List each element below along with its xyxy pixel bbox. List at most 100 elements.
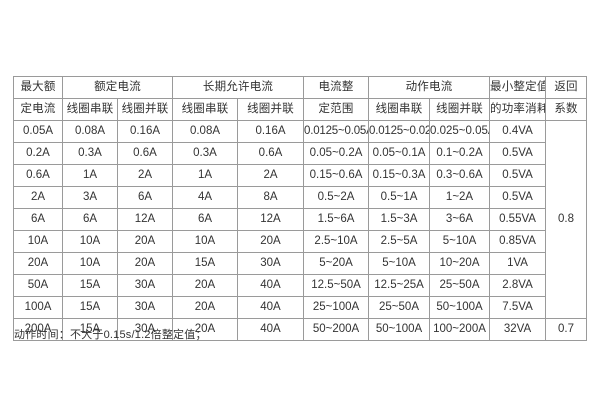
cell-longterm-series: 4A (172, 186, 238, 209)
cell-operating-parallel: 0.3~0.6A (429, 164, 491, 187)
cell-max-rated-current: 50A (13, 274, 63, 297)
relay-specification-table: 最大额 额定电流 长期允许电流 电流整 动作电流 最小整定值时 返回 定电流 线… (13, 76, 588, 341)
cell-rated-series: 0.3A (62, 142, 118, 165)
cell-setting-range: 2.5~10A (303, 230, 370, 253)
cell-max-rated-current: 0.6A (13, 164, 63, 187)
cell-longterm-series: 20A (172, 274, 238, 297)
cell-max-rated-current: 6A (13, 208, 63, 231)
table-body: 0.05A 0.08A 0.16A 0.08A 0.16A 0.0125~0.05A 0.0… (13, 120, 588, 341)
cell-power-consumption: 0.55VA (489, 208, 547, 231)
cell-power-consumption: 0.5VA (489, 142, 547, 165)
table-row: 0.2A 0.3A 0.6A 0.3A 0.6A 0.05~0.2A 0.05~0.1A 0.… (13, 142, 587, 165)
cell-rated-series: 15A (62, 274, 118, 297)
cell-operating-series: 0.0125~0.025A (368, 120, 431, 143)
cell-operating-series: 12.5~25A (368, 274, 431, 297)
cell-power-consumption: 0.5VA (489, 186, 547, 209)
cell-longterm-parallel: 2A (236, 164, 305, 187)
table-row: 10A 10A 20A 10A 20A 2.5~10A 2.5~5A 5~10A 0.85VA (13, 230, 587, 253)
table-row: 2A 3A 6A 4A 8A 0.5~2A 0.5~1A 1~2A 0.5VA (13, 186, 587, 209)
header-group-rated-current: 额定电流 (62, 76, 173, 99)
cell-operating-parallel: 50~100A (429, 296, 491, 319)
cell-operating-parallel: 3~6A (429, 208, 491, 231)
cell-rated-series: 1A (62, 164, 118, 187)
cell-setting-range: 1.5~6A (303, 208, 370, 231)
cell-rated-series: 15A (62, 318, 118, 341)
cell-power-consumption: 32VA (489, 318, 547, 341)
cell-power-consumption: 1VA (489, 252, 547, 275)
cell-max-rated-current: 0.2A (13, 142, 63, 165)
cell-rated-series: 0.08A (62, 120, 118, 143)
table-row: 20A 10A 20A 15A 30A 5~20A 5~10A 10~20A 1VA (13, 252, 587, 275)
cell-longterm-parallel: 20A (236, 230, 305, 253)
cell-operating-parallel: 1~2A (429, 186, 491, 209)
cell-rated-parallel: 20A (117, 252, 173, 275)
cell-setting-range: 0.0125~0.05A (303, 120, 370, 143)
cell-setting-range: 0.5~2A (303, 186, 370, 209)
cell-operating-series: 0.15~0.3A (368, 164, 431, 187)
table-row: 0.6A 1A 2A 1A 2A 0.15~0.6A 0.15~0.3A 0.3~0.6A 0.… (13, 164, 587, 187)
cell-power-consumption: 2.8VA (489, 274, 547, 297)
cell-longterm-parallel: 40A (236, 296, 305, 319)
cell-operating-parallel: 25~50A (429, 274, 491, 297)
cell-operating-parallel: 0.025~0.05A (429, 120, 491, 143)
cell-setting-range: 12.5~50A (303, 274, 370, 297)
cell-rated-series: 6A (62, 208, 118, 231)
cell-rated-parallel: 0.6A (117, 142, 173, 165)
cell-power-consumption: 7.5VA (489, 296, 547, 319)
cell-rated-parallel: 30A (117, 296, 173, 319)
cell-longterm-parallel: 40A (236, 274, 305, 297)
cell-rated-parallel: 12A (117, 208, 173, 231)
header-setting-range-line1: 电流整 (303, 76, 370, 99)
cell-longterm-series: 6A (172, 208, 238, 231)
table-row: 200A 15A 30A 20A 40A 50~200A 50~100A 100~200A 32… (13, 318, 588, 341)
cell-longterm-parallel: 40A (236, 318, 305, 341)
cell-operating-series: 0.5~1A (368, 186, 431, 209)
header-rated-series: 线圈串联 (62, 98, 118, 121)
cell-longterm-series: 1A (172, 164, 238, 187)
footnote-operating-time: 动作时间：不大于0.15s/1.2倍整定值； (14, 329, 207, 341)
header-power-consumption-line1: 最小整定值时 (489, 76, 547, 99)
cell-longterm-series: 0.08A (172, 120, 238, 143)
cell-power-consumption: 0.85VA (489, 230, 547, 253)
cell-rated-parallel: 6A (117, 186, 173, 209)
cell-rated-parallel: 30A (117, 274, 173, 297)
cell-longterm-parallel: 0.16A (236, 120, 305, 143)
cell-max-rated-current: 100A (13, 296, 63, 319)
cell-return-coefficient-last: 0.7 (545, 318, 588, 341)
cell-operating-series: 2.5~5A (368, 230, 431, 253)
header-return-coefficient-line1: 返回 (545, 76, 588, 99)
cell-max-rated-current: 200A (13, 318, 63, 341)
cell-longterm-parallel: 0.6A (236, 142, 305, 165)
cell-operating-parallel: 5~10A (429, 230, 491, 253)
cell-operating-series: 0.05~0.1A (368, 142, 431, 165)
cell-setting-range: 25~100A (303, 296, 370, 319)
table-row: 0.05A 0.08A 0.16A 0.08A 0.16A 0.0125~0.05A 0.0… (13, 120, 588, 319)
cell-operating-parallel: 100~200A (429, 318, 491, 341)
header-max-rated-current-line1: 最大额 (13, 76, 63, 99)
header-longterm-series: 线圈串联 (172, 98, 238, 121)
cell-operating-series: 25~50A (368, 296, 431, 319)
header-setting-range-line2: 定范围 (303, 98, 370, 121)
cell-return-coefficient-main: 0.8 (545, 120, 588, 319)
cell-max-rated-current: 0.05A (13, 120, 63, 143)
cell-rated-parallel: 0.16A (117, 120, 173, 143)
table-row: 6A 6A 12A 6A 12A 1.5~6A 1.5~3A 3~6A 0.55VA (13, 208, 587, 231)
cell-rated-series: 10A (62, 252, 118, 275)
table-row: 50A 15A 30A 20A 40A 12.5~50A 12.5~25A 25~50A 2.8… (13, 274, 587, 297)
cell-rated-series: 3A (62, 186, 118, 209)
cell-longterm-series: 20A (172, 296, 238, 319)
cell-longterm-series: 20A (172, 318, 238, 341)
cell-longterm-series: 15A (172, 252, 238, 275)
cell-power-consumption: 0.4VA (489, 120, 547, 143)
cell-operating-series: 5~10A (368, 252, 431, 275)
table-header: 最大额 额定电流 长期允许电流 电流整 动作电流 最小整定值时 返回 定电流 线… (13, 76, 588, 121)
header-power-consumption-line2: 的功率消耗 (489, 98, 547, 121)
cell-operating-parallel: 0.1~0.2A (429, 142, 491, 165)
cell-setting-range: 0.05~0.2A (303, 142, 370, 165)
cell-rated-parallel: 2A (117, 164, 173, 187)
cell-longterm-parallel: 30A (236, 252, 305, 275)
cell-max-rated-current: 20A (13, 252, 63, 275)
cell-setting-range: 5~20A (303, 252, 370, 275)
cell-max-rated-current: 10A (13, 230, 63, 253)
